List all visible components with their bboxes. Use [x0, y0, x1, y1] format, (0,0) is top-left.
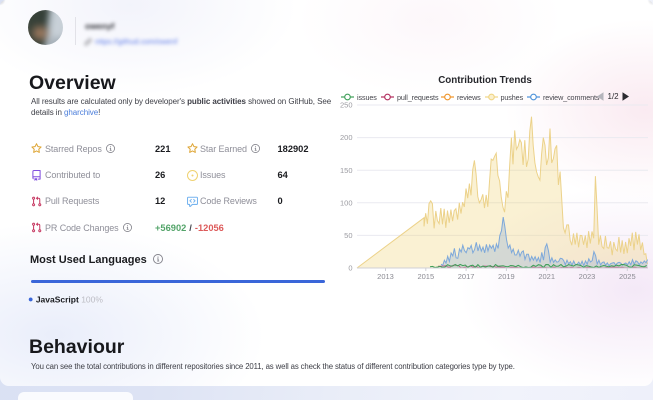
svg-text:2015: 2015 — [417, 272, 434, 281]
svg-text:2019: 2019 — [498, 272, 515, 281]
svg-text:2023: 2023 — [579, 272, 596, 281]
svg-text:2017: 2017 — [458, 272, 475, 281]
svg-text:150: 150 — [340, 166, 353, 175]
svg-text:0: 0 — [348, 264, 352, 273]
svg-text:2013: 2013 — [377, 272, 394, 281]
svg-text:50: 50 — [344, 231, 352, 240]
svg-text:100: 100 — [340, 198, 353, 207]
svg-text:200: 200 — [340, 133, 353, 142]
svg-text:250: 250 — [340, 101, 353, 110]
svg-text:2021: 2021 — [538, 272, 555, 281]
svg-text:2025: 2025 — [619, 272, 636, 281]
